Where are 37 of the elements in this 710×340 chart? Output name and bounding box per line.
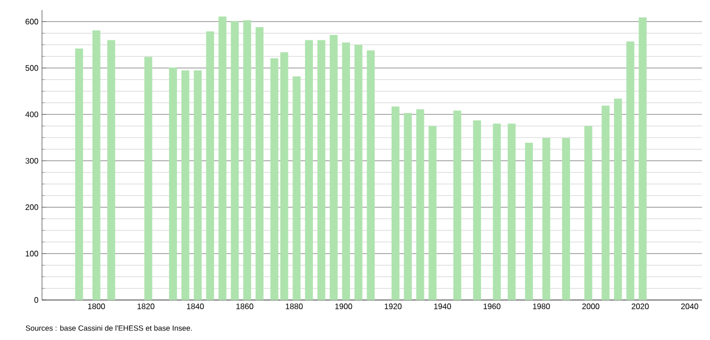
bar [230, 21, 239, 300]
bar [392, 106, 400, 300]
bar [602, 106, 610, 300]
bar [584, 126, 592, 300]
bar [366, 50, 375, 300]
bar [638, 17, 647, 300]
bar [614, 98, 622, 300]
bar [330, 35, 338, 300]
bar [473, 120, 482, 300]
bar [342, 42, 350, 300]
bar [107, 40, 116, 300]
bar [243, 20, 252, 300]
bar [317, 40, 326, 300]
bar [270, 58, 278, 300]
bar [305, 40, 313, 300]
bar [404, 113, 412, 300]
bar [453, 110, 462, 300]
bar [92, 30, 100, 300]
bar [626, 42, 634, 300]
bar [218, 16, 226, 300]
bar [542, 138, 550, 300]
bar [492, 124, 501, 300]
bar [181, 70, 190, 300]
bar [144, 56, 152, 300]
bar [508, 124, 516, 300]
bar [416, 109, 424, 300]
bar [206, 31, 214, 300]
bar [75, 48, 84, 300]
bar [562, 138, 570, 300]
bar [280, 52, 288, 300]
bar [292, 76, 301, 300]
bar [169, 68, 177, 300]
bar [428, 126, 437, 300]
bar [354, 44, 362, 300]
bar [194, 70, 202, 300]
bar [256, 27, 264, 300]
bar [525, 142, 533, 300]
